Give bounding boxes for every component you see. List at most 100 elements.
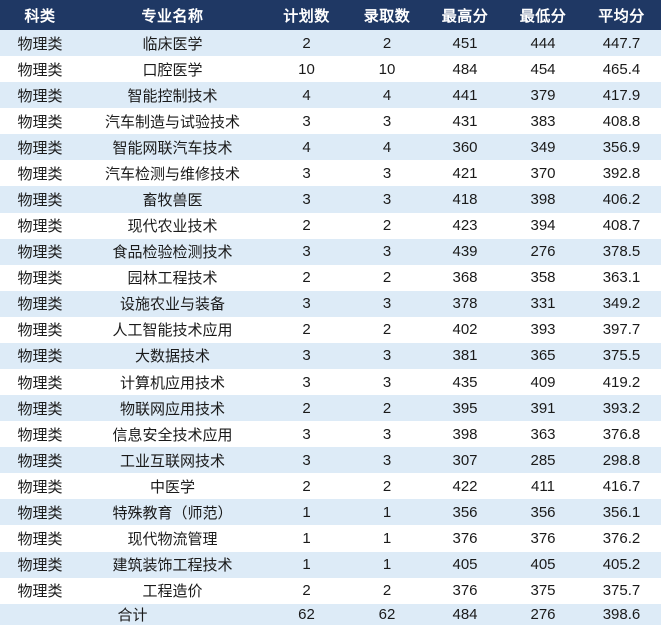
cell-min-score: 276 (504, 238, 582, 265)
cell-admitted-count: 3 (348, 447, 426, 474)
cell-admitted-count: 3 (348, 186, 426, 213)
cell-admitted-count: 10 (348, 56, 426, 83)
cell-min-score: 405 (504, 551, 582, 578)
table-row: 物理类 畜牧兽医 3 3 418 398 406.2 (0, 186, 661, 213)
cell-avg-score: 378.5 (582, 238, 661, 265)
cell-max-score: 395 (426, 395, 504, 422)
cell-admitted-count: 2 (348, 577, 426, 604)
cell-major-name: 智能网联汽车技术 (80, 134, 265, 161)
cell-major-name: 物联网应用技术 (80, 395, 265, 422)
table-row: 物理类 信息安全技术应用 3 3 398 363 376.8 (0, 421, 661, 448)
cell-category: 物理类 (0, 316, 80, 343)
cell-planned-count: 3 (265, 186, 348, 213)
cell-admitted-count: 2 (348, 264, 426, 291)
cell-max-score: 376 (426, 525, 504, 552)
cell-admitted-count: 2 (348, 30, 426, 57)
table-row: 物理类 食品检验检测技术 3 3 439 276 378.5 (0, 238, 661, 265)
table-row: 物理类 设施农业与装备 3 3 378 331 349.2 (0, 290, 661, 317)
cell-max-score: 360 (426, 134, 504, 161)
cell-planned-count: 3 (265, 342, 348, 370)
cell-min-score: 454 (504, 56, 582, 83)
cell-category: 物理类 (0, 395, 80, 422)
cell-avg-score: 406.2 (582, 186, 661, 213)
cell-avg-score: 356.9 (582, 134, 661, 161)
cell-max-score: 356 (426, 499, 504, 526)
cell-planned-count: 3 (265, 447, 348, 474)
cell-min-score: 376 (504, 525, 582, 552)
cell-category: 物理类 (0, 525, 80, 552)
cell-max-score: 402 (426, 316, 504, 343)
cell-category: 物理类 (0, 212, 80, 239)
cell-max-score: 441 (426, 82, 504, 109)
cell-major-name: 现代物流管理 (80, 525, 265, 552)
cell-min-score: 358 (504, 264, 582, 291)
cell-major-name: 中医学 (80, 473, 265, 500)
cell-avg-score: 393.2 (582, 395, 661, 422)
cell-major-name: 汽车制造与试验技术 (80, 108, 265, 135)
cell-avg-score: 349.2 (582, 290, 661, 317)
cell-major-name: 信息安全技术应用 (80, 421, 265, 448)
cell-category: 物理类 (0, 108, 80, 135)
cell-min-score: 398 (504, 186, 582, 213)
cell-planned-count: 2 (265, 577, 348, 604)
cell-category: 物理类 (0, 186, 80, 213)
cell-max-score: 398 (426, 421, 504, 448)
cell-major-name: 畜牧兽医 (80, 186, 265, 213)
table-row: 物理类 建筑装饰工程技术 1 1 405 405 405.2 (0, 551, 661, 578)
cell-admitted-count: 3 (348, 290, 426, 317)
cell-category: 物理类 (0, 499, 80, 526)
header-admitted-count: 录取数 (348, 0, 426, 30)
cell-category: 物理类 (0, 369, 80, 396)
cell-major-name: 建筑装饰工程技术 (80, 551, 265, 578)
table-row: 物理类 园林工程技术 2 2 368 358 363.1 (0, 264, 661, 291)
cell-major-name: 现代农业技术 (80, 212, 265, 239)
cell-admitted-count: 3 (348, 238, 426, 265)
cell-planned-count: 1 (265, 525, 348, 552)
cell-major-name: 大数据技术 (80, 342, 265, 370)
cell-min-score: 356 (504, 499, 582, 526)
header-major-name: 专业名称 (80, 0, 265, 30)
table-row: 物理类 计算机应用技术 3 3 435 409 419.2 (0, 369, 661, 396)
cell-admitted-count: 3 (348, 369, 426, 396)
cell-planned-count: 3 (265, 108, 348, 135)
cell-avg-score: 408.7 (582, 212, 661, 239)
cell-planned-count: 2 (265, 264, 348, 291)
cell-avg-score: 408.8 (582, 108, 661, 135)
cell-planned-count: 4 (265, 134, 348, 161)
total-planned-count: 62 (265, 604, 348, 625)
cell-major-name: 工业互联网技术 (80, 447, 265, 474)
cell-avg-score: 363.1 (582, 264, 661, 291)
header-avg-score: 平均分 (582, 0, 661, 30)
cell-min-score: 411 (504, 473, 582, 500)
cell-max-score: 307 (426, 447, 504, 474)
cell-avg-score: 376.2 (582, 525, 661, 552)
table-row: 物理类 临床医学 2 2 451 444 447.7 (0, 30, 661, 57)
cell-admitted-count: 1 (348, 551, 426, 578)
cell-planned-count: 3 (265, 290, 348, 317)
cell-max-score: 435 (426, 369, 504, 396)
cell-max-score: 378 (426, 290, 504, 317)
cell-min-score: 285 (504, 447, 582, 474)
cell-min-score: 375 (504, 577, 582, 604)
cell-admitted-count: 4 (348, 134, 426, 161)
table-row: 物理类 智能控制技术 4 4 441 379 417.9 (0, 82, 661, 109)
cell-min-score: 379 (504, 82, 582, 109)
table-row: 物理类 工业互联网技术 3 3 307 285 298.8 (0, 447, 661, 474)
cell-major-name: 临床医学 (80, 30, 265, 57)
cell-admitted-count: 3 (348, 108, 426, 135)
cell-admitted-count: 1 (348, 499, 426, 526)
table-row: 物理类 汽车检测与维修技术 3 3 421 370 392.8 (0, 160, 661, 187)
cell-max-score: 368 (426, 264, 504, 291)
cell-major-name: 设施农业与装备 (80, 290, 265, 317)
cell-planned-count: 4 (265, 82, 348, 109)
header-max-score: 最高分 (426, 0, 504, 30)
cell-min-score: 394 (504, 212, 582, 239)
cell-planned-count: 2 (265, 473, 348, 500)
cell-planned-count: 3 (265, 238, 348, 265)
cell-category: 物理类 (0, 473, 80, 500)
cell-avg-score: 356.1 (582, 499, 661, 526)
cell-admitted-count: 3 (348, 421, 426, 448)
cell-planned-count: 2 (265, 395, 348, 422)
cell-min-score: 383 (504, 108, 582, 135)
